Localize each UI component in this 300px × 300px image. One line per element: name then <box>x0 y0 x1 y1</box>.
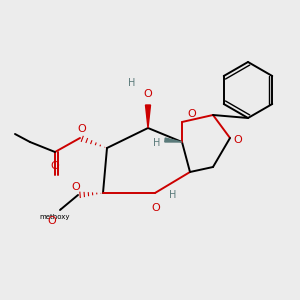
Text: O: O <box>152 203 160 213</box>
Text: O: O <box>51 161 59 171</box>
Text: O: O <box>78 124 86 134</box>
Text: O: O <box>233 135 242 145</box>
Polygon shape <box>146 105 151 128</box>
Text: O: O <box>187 109 196 119</box>
Text: methoxy: methoxy <box>40 214 70 220</box>
Text: H: H <box>153 138 161 148</box>
Polygon shape <box>165 138 182 142</box>
Text: O: O <box>144 89 152 99</box>
Text: H: H <box>128 78 136 88</box>
Text: O: O <box>72 182 80 192</box>
Text: OMe: OMe <box>60 208 63 210</box>
Text: H: H <box>169 190 177 200</box>
Text: O: O <box>48 216 56 226</box>
